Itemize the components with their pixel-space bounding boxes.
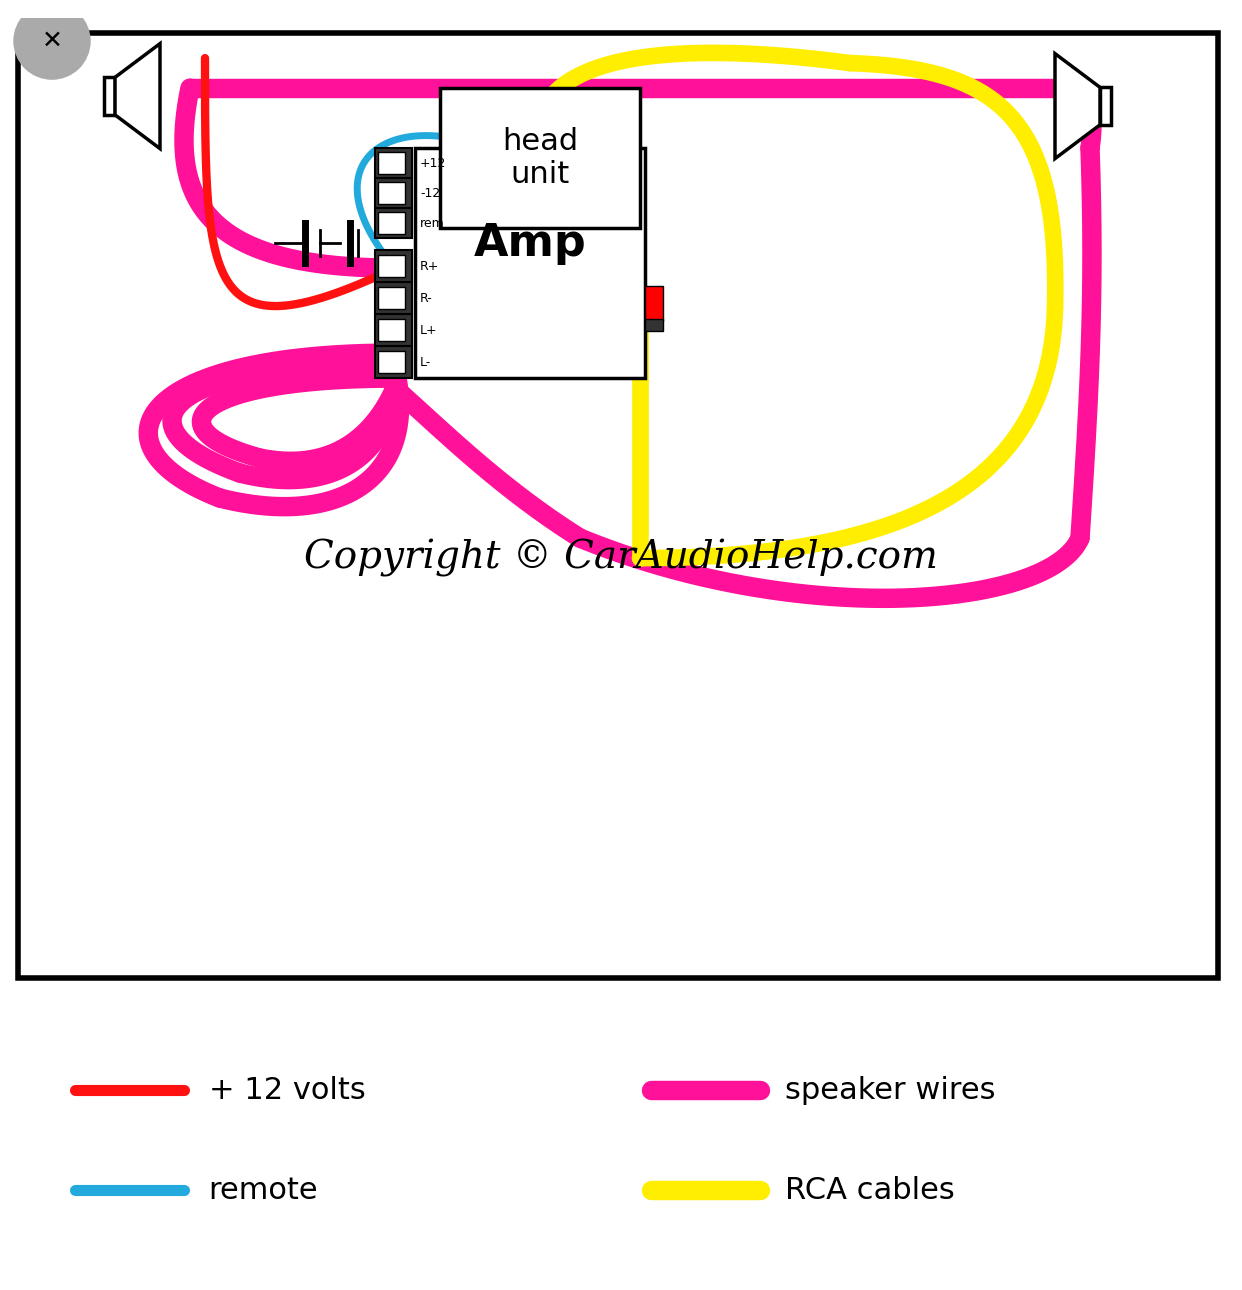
Text: ✕: ✕: [41, 30, 62, 53]
Bar: [1100, 88, 1112, 125]
Text: speaker wires: speaker wires: [785, 1076, 995, 1104]
Text: R+: R+: [420, 259, 440, 272]
Text: RCA cables: RCA cables: [785, 1175, 955, 1205]
Text: R-: R-: [420, 292, 432, 304]
Bar: [375, 178, 412, 208]
Bar: [375, 208, 412, 239]
Bar: [378, 255, 405, 277]
Bar: [378, 351, 405, 373]
Bar: [378, 319, 405, 341]
Text: Copyright © CarAudioHelp.com: Copyright © CarAudioHelp.com: [304, 539, 938, 577]
Bar: [375, 148, 412, 178]
Bar: [378, 182, 405, 204]
Bar: [378, 212, 405, 233]
Bar: [378, 288, 405, 310]
Bar: [375, 346, 412, 378]
Text: +12: +12: [420, 156, 446, 169]
Text: head
unit: head unit: [502, 126, 578, 190]
Text: L-: L-: [420, 356, 431, 369]
Bar: [375, 313, 412, 346]
Bar: [645, 319, 663, 330]
Bar: [415, 148, 645, 378]
Text: remote: remote: [209, 1175, 318, 1205]
Polygon shape: [1054, 54, 1100, 159]
Bar: [375, 250, 412, 283]
Bar: [104, 77, 116, 115]
Text: L+: L+: [420, 324, 437, 337]
Circle shape: [14, 3, 89, 79]
Bar: [440, 88, 640, 228]
Text: -12: -12: [420, 187, 440, 200]
Polygon shape: [116, 44, 160, 148]
Bar: [375, 283, 412, 313]
Text: Amp: Amp: [473, 222, 586, 264]
Bar: [378, 152, 405, 174]
Text: + 12 volts: + 12 volts: [209, 1076, 365, 1104]
Text: rem: rem: [420, 217, 445, 230]
Bar: [645, 285, 663, 321]
